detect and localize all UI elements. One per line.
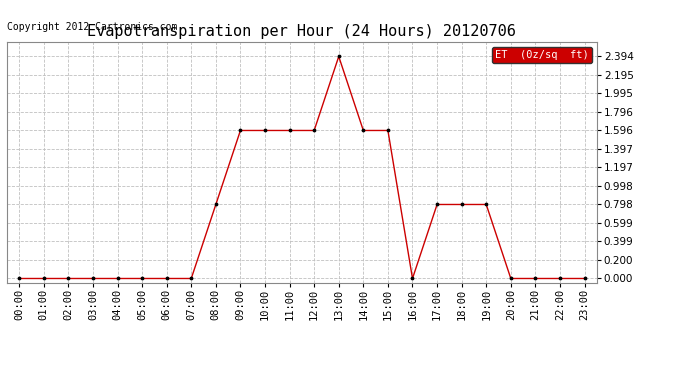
Text: Copyright 2012 Cartronics.com: Copyright 2012 Cartronics.com — [7, 22, 177, 32]
Legend: ET  (0z/sq  ft): ET (0z/sq ft) — [492, 47, 591, 63]
Title: Evapotranspiration per Hour (24 Hours) 20120706: Evapotranspiration per Hour (24 Hours) 2… — [88, 24, 516, 39]
